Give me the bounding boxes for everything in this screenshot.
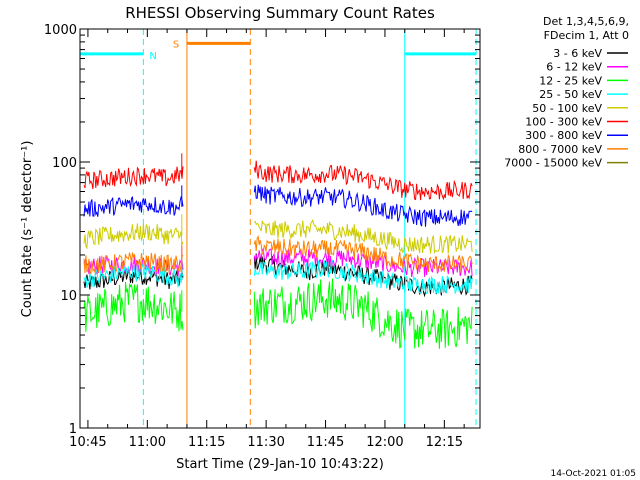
legend-header-line-2: FDecim 1, Att 0 [544,29,629,42]
legend-label-2: 12 - 25 keV [539,74,602,87]
series-line-4 [83,214,473,255]
series-line-5 [83,153,473,201]
legend-label-6: 300 - 800 keV [525,129,602,142]
x-axis-label: Start Time (29-Jan-10 10:43:22) [176,457,384,472]
x-tick-label: 12:15 [426,435,463,450]
footer-timestamp: 14-Oct-2021 01:05 [551,469,636,479]
legend-label-5: 100 - 300 keV [525,116,602,129]
x-tick-label: 11:45 [307,435,344,450]
legend-label-1: 6 - 12 keV [546,61,602,74]
legend-label-0: 3 - 6 keV [553,47,602,60]
legend-label-4: 50 - 100 keV [532,102,602,115]
y-tick-label: 10 [60,289,77,304]
legend-label-8: 7000 - 15000 keV [504,157,602,170]
flag-label-n: N [149,51,156,62]
series-line-6 [83,184,473,227]
plot-frame [79,28,481,429]
legend-label-7: 800 - 7000 keV [518,143,602,156]
x-tick-label: 10:45 [69,435,106,450]
x-tick-label: 11:15 [188,435,225,450]
y-tick-label: 1000 [44,23,77,38]
y-axis-label: Count Rate (s⁻¹ detector⁻¹) [20,141,35,318]
x-tick-label: 11:00 [129,435,166,450]
series-line-2 [83,278,473,349]
legend-header-line-1: Det 1,3,4,5,6,9, [543,15,629,28]
y-tick-label: 100 [52,156,77,171]
x-tick-label: 12:00 [366,435,403,450]
chart-title: RHESSI Observing Summary Count Rates [125,4,435,22]
legend-label-3: 25 - 50 keV [539,88,602,101]
flag-label-s: S [173,39,179,50]
series-line-7 [83,234,473,275]
y-tick-label: 1 [69,422,77,437]
x-tick-label: 11:30 [247,435,284,450]
